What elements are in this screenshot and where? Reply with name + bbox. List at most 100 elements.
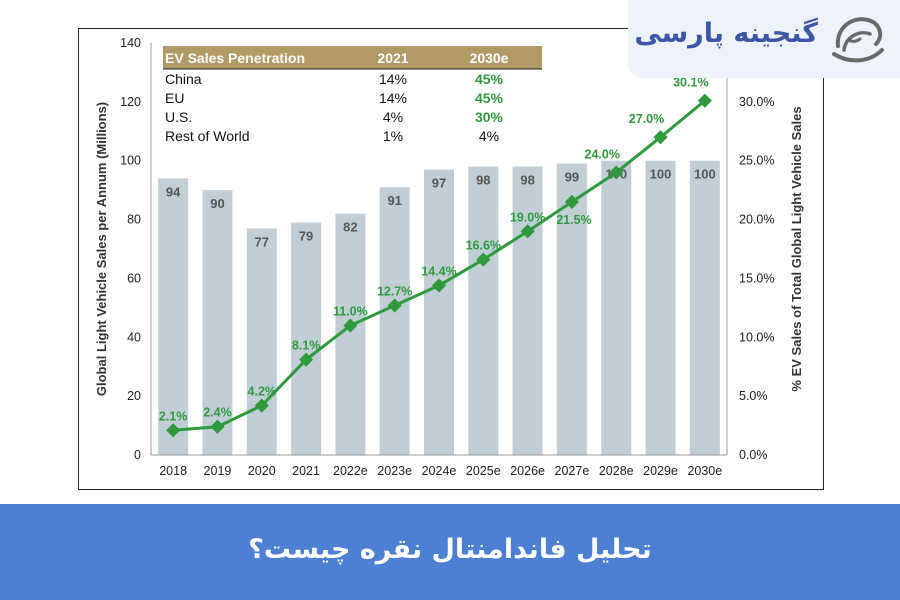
y-tick-right: 15.0% — [739, 271, 774, 285]
x-tick: 2027e — [555, 464, 590, 478]
y-tick-left: 120 — [120, 95, 141, 109]
title-banner: تحلیل فاندامنتال نقره چیست؟ — [0, 504, 900, 600]
line-value-label: 4.2% — [248, 385, 277, 399]
line-point — [653, 130, 668, 145]
x-tick: 2022e — [333, 464, 368, 478]
y-tick-left: 0 — [134, 448, 141, 462]
line-value-label: 24.0% — [585, 147, 620, 161]
bar-2023e — [379, 187, 410, 455]
bar-value-label: 99 — [565, 170, 579, 185]
line-value-label: 8.1% — [292, 339, 321, 353]
bar-value-label: 90 — [210, 196, 224, 211]
y-tick-left: 20 — [127, 389, 141, 403]
logo-text: گنجینه پارسی — [634, 18, 818, 49]
table-cell: China — [165, 71, 202, 87]
y-axis-left-title: Global Light Vehicle Sales per Annum (Mi… — [94, 102, 109, 396]
bar-value-label: 82 — [343, 220, 357, 235]
ev-sales-chart: 94 90 77 79 82 91 97 98 98 99 100 100 100 2.1% 2.4% 4.… — [94, 36, 804, 478]
line-point — [299, 352, 314, 367]
line-value-label: 2.1% — [159, 409, 188, 423]
bar-value-label: 98 — [476, 173, 490, 188]
bar-value-label: 79 — [299, 229, 313, 244]
x-tick: 2018 — [159, 464, 187, 478]
y-tick-left: 100 — [120, 154, 141, 168]
table-header-cell: 2030e — [470, 50, 509, 66]
x-tick: 2029e — [643, 464, 678, 478]
table-cell: EU — [165, 90, 184, 106]
bar-2027e — [556, 163, 587, 455]
bar-2029e — [645, 160, 676, 455]
y-tick-right: 25.0% — [739, 154, 774, 168]
line-point — [609, 165, 624, 180]
y-tick-left: 80 — [127, 213, 141, 227]
bar-value-label: 100 — [694, 167, 716, 182]
table-header-cell: 2021 — [377, 50, 408, 66]
banner-title: تحلیل فاندامنتال نقره چیست؟ — [248, 534, 652, 565]
bar-2021 — [291, 222, 322, 455]
x-tick: 2021 — [292, 464, 320, 478]
y-tick-right: 30.0% — [739, 95, 774, 109]
line-point — [210, 419, 225, 434]
line-value-label: 16.6% — [466, 239, 501, 253]
x-tick: 2024e — [422, 464, 457, 478]
line-value-label: 30.1% — [673, 76, 708, 90]
table-cell: 1% — [383, 128, 403, 144]
line-value-label: 14.4% — [421, 264, 456, 278]
line-value-label: 11.0% — [333, 305, 368, 319]
x-tick: 2030e — [687, 464, 722, 478]
y-tick-right: 10.0% — [739, 330, 774, 344]
bar-2020 — [246, 228, 277, 455]
bar-value-label: 97 — [432, 176, 446, 191]
chart-frame: 94 90 77 79 82 91 97 98 98 99 100 100 100 2.1% 2.4% 4.… — [78, 28, 824, 490]
y-tick-left: 60 — [127, 271, 141, 285]
swirl-logo-icon — [832, 17, 884, 63]
line-point — [166, 423, 181, 438]
bar-2024e — [424, 169, 454, 456]
bar-value-label: 98 — [520, 173, 534, 188]
line-point — [387, 298, 402, 313]
bar-2018 — [158, 178, 189, 455]
line-value-label: 19.0% — [510, 210, 545, 224]
line-value-label: 12.7% — [377, 285, 412, 299]
table-cell: 4% — [383, 109, 403, 125]
bar-value-label: 100 — [650, 167, 672, 182]
line-value-label: 27.0% — [629, 112, 664, 126]
line-point — [476, 252, 491, 267]
table-cell: 45% — [475, 71, 504, 87]
table-cell: U.S. — [165, 109, 192, 125]
table-header-background — [163, 46, 542, 69]
x-tick: 2028e — [599, 464, 634, 478]
bar-2028e — [601, 160, 632, 455]
table-header-cell: EV Sales Penetration — [165, 50, 305, 66]
line-point — [343, 318, 358, 333]
line-point — [431, 278, 447, 293]
bar-value-label: 91 — [387, 193, 401, 208]
table-cell: 14% — [379, 71, 407, 87]
x-tick: 2020 — [248, 464, 276, 478]
site-logo[interactable]: گنجینه پارسی — [628, 0, 900, 78]
y-tick-right: 20.0% — [739, 213, 774, 227]
bar-2019 — [202, 190, 233, 455]
x-tick: 2023e — [377, 464, 412, 478]
bar-2026e — [512, 166, 543, 455]
x-tick: 2019 — [204, 464, 232, 478]
bar-2025e — [468, 166, 499, 455]
bar-2030e — [689, 160, 720, 455]
y-tick-right: 0.0% — [739, 448, 768, 462]
x-tick: 2026e — [510, 464, 545, 478]
table-cell: 30% — [475, 109, 504, 125]
table-cell: 14% — [379, 90, 407, 106]
bar-value-label: 94 — [166, 184, 181, 199]
y-tick-left: 40 — [127, 330, 141, 344]
table-cell: 4% — [479, 128, 499, 144]
bar-value-label: 77 — [255, 234, 269, 249]
y-tick-left: 140 — [120, 36, 141, 50]
line-value-label: 2.4% — [203, 406, 232, 420]
table-cell: Rest of World — [165, 128, 250, 144]
y-axis-right-title: % EV Sales of Total Global Light Vehicle… — [789, 106, 804, 391]
x-tick: 2025e — [466, 464, 501, 478]
y-tick-right: 5.0% — [739, 389, 768, 403]
line-value-label: 21.5% — [556, 213, 591, 227]
table-cell: 45% — [475, 90, 504, 106]
line-point — [697, 93, 712, 108]
